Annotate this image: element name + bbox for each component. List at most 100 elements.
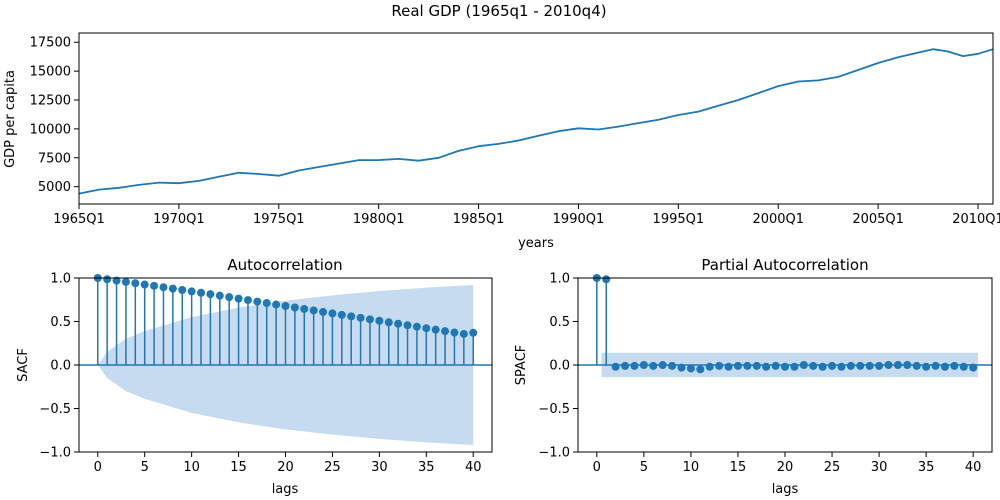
pacf-title: Partial Autocorrelation [701,256,868,274]
pacf-plot-area [578,274,992,378]
acf-marker [469,328,478,337]
pacf-x-axis-label: lags [772,482,799,497]
gdp-x-tick-label: 1975Q1 [253,212,305,227]
pacf-x-tick-label: 40 [965,460,982,475]
pacf-marker [649,361,658,370]
pacf-x-tick-label: 10 [683,460,700,475]
acf-marker [234,294,243,303]
pacf-marker [809,361,818,370]
pacf-marker [630,361,639,370]
pacf-marker [658,361,667,369]
acf-marker [403,321,412,330]
acf-marker [394,319,403,328]
pacf-x-tick-label: 30 [871,460,888,475]
pacf-marker [903,361,912,369]
acf-marker [150,281,159,290]
pacf-y-axis: −1.0 −0.5 0.0 0.5 1.0 [538,272,578,461]
pacf-marker [762,362,771,371]
acf-y-axis-label: SACF [16,348,31,382]
gdp-x-tick-label: 2010Q1 [952,212,1000,227]
pacf-x-tick-label: 35 [918,460,935,475]
pacf-marker [790,362,799,371]
gdp-series-line [78,48,994,195]
acf-x-axis: 0 5 10 15 20 25 30 35 40 [94,452,482,475]
pacf-marker [799,361,808,369]
gdp-y-tick-label: 12500 [30,94,71,109]
pacf-chart: Partial Autocorrelation 0 5 10 15 20 25 30 35 40… [514,256,993,497]
acf-x-tick-label: 20 [277,460,294,475]
acf-x-axis-label: lags [272,482,299,497]
pacf-x-tick-label: 20 [777,460,794,475]
gdp-x-tick-label: 2005Q1 [852,212,904,227]
acf-marker [375,316,384,325]
acf-marker [365,315,374,324]
acf-marker [328,309,337,318]
acf-marker [112,276,121,285]
gdp-x-tick-label: 1985Q1 [453,212,505,227]
acf-x-tick-label: 10 [183,460,200,475]
acf-marker [309,306,318,315]
gdp-x-tick-label: 1990Q1 [553,212,605,227]
acf-plot-area [79,274,492,445]
pacf-x-tick-label: 15 [730,460,747,475]
acf-marker [319,307,328,316]
gdp-line-chart: 1965Q1 1970Q1 1975Q1 1980Q1 1985Q1 1990Q1 1995… [3,32,1000,251]
pacf-marker [940,362,949,371]
acf-y-axis: −1.0 −0.5 0.0 0.5 1.0 [39,272,79,461]
acf-chart: Autocorrelation 0 5 10 15 20 25 30 35 40 −1.0 −0.… [16,256,493,497]
acf-marker [206,290,215,299]
acf-marker [225,293,234,302]
pacf-y-tick-label: 0.5 [549,315,570,330]
gdp-y-tick-label: 10000 [30,122,71,137]
gdp-y-axis: 5000 7500 10000 12500 15000 17500 [30,36,79,195]
acf-marker [243,296,252,305]
acf-marker [168,284,177,293]
pacf-marker [828,361,837,370]
pacf-x-tick-label: 25 [824,460,841,475]
acf-marker [459,329,468,338]
pacf-marker [781,362,789,371]
acf-x-tick-label: 40 [465,460,482,475]
pacf-marker [950,361,959,370]
pacf-y-axis-label: SPACF [514,345,529,385]
acf-marker [187,287,196,296]
acf-marker [159,283,168,292]
pacf-y-tick-label: 1.0 [549,272,570,287]
gdp-x-tick-label: 1980Q1 [353,212,405,227]
pacf-marker [875,361,884,370]
acf-marker [281,302,290,311]
acf-marker [215,291,224,300]
acf-y-tick-label: −1.0 [39,446,71,461]
pacf-x-tick-label: 5 [640,460,648,475]
pacf-y-tick-label: −0.5 [538,402,570,417]
acf-marker [422,324,431,333]
acf-marker [347,312,356,321]
gdp-y-tick-label: 7500 [38,151,71,166]
pacf-marker [922,362,931,371]
acf-marker [262,299,271,308]
pacf-marker [846,361,855,370]
pacf-marker [959,362,968,371]
figure-title: Real GDP (1965q1 - 2010q4) [391,2,606,20]
acf-marker [290,303,299,312]
acf-title: Autocorrelation [227,256,342,274]
pacf-y-tick-label: −1.0 [538,446,570,461]
pacf-marker [856,361,865,370]
pacf-marker [931,361,940,370]
acf-y-tick-label: −0.5 [39,402,71,417]
pacf-marker [668,361,677,370]
acf-marker [103,275,112,284]
acf-x-tick-label: 0 [94,460,102,475]
acf-marker [178,286,187,295]
acf-marker [131,279,140,288]
acf-x-tick-label: 35 [418,460,435,475]
gdp-x-axis: 1965Q1 1970Q1 1975Q1 1980Q1 1985Q1 1990Q1 1995… [53,204,1000,227]
acf-marker [121,277,130,286]
acf-marker [300,304,309,313]
pacf-x-axis: 0 5 10 15 20 25 30 35 40 [593,452,982,475]
pacf-marker [686,364,695,373]
pacf-marker [818,362,827,371]
pacf-marker [752,361,761,370]
acf-marker [431,325,440,334]
